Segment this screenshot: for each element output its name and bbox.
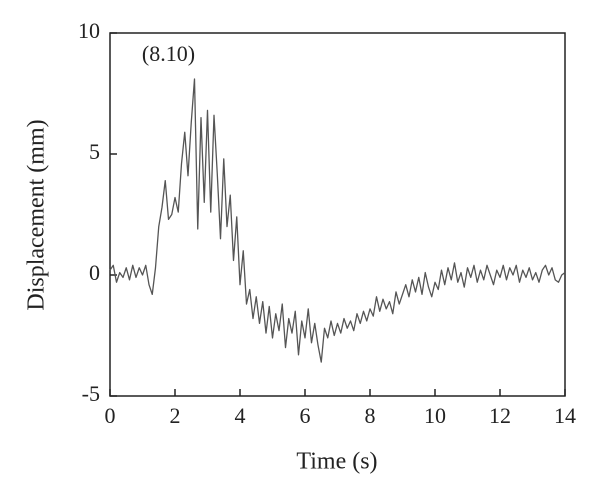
data-line: [109, 78, 566, 363]
y-tick-label: 5: [89, 139, 100, 164]
x-tick-label: 0: [105, 403, 116, 428]
y-tick-label: -5: [82, 381, 100, 406]
y-tick-label: 10: [78, 18, 100, 43]
plot-frame: [109, 32, 566, 397]
x-axis-label: Time (s): [296, 449, 377, 475]
x-tick-label: 6: [300, 403, 311, 428]
x-tick-label: 12: [489, 403, 511, 428]
y-tick-label: 0: [89, 260, 100, 285]
x-tick-label: 4: [235, 403, 246, 428]
x-tick-label: 8: [365, 403, 376, 428]
y-axis-label: Displacement (mm): [24, 119, 50, 310]
x-tick-label: 10: [424, 403, 446, 428]
x-tick-label: 14: [554, 403, 576, 428]
x-tick-label: 2: [170, 403, 181, 428]
peak-annotation: (8.10): [142, 41, 195, 66]
